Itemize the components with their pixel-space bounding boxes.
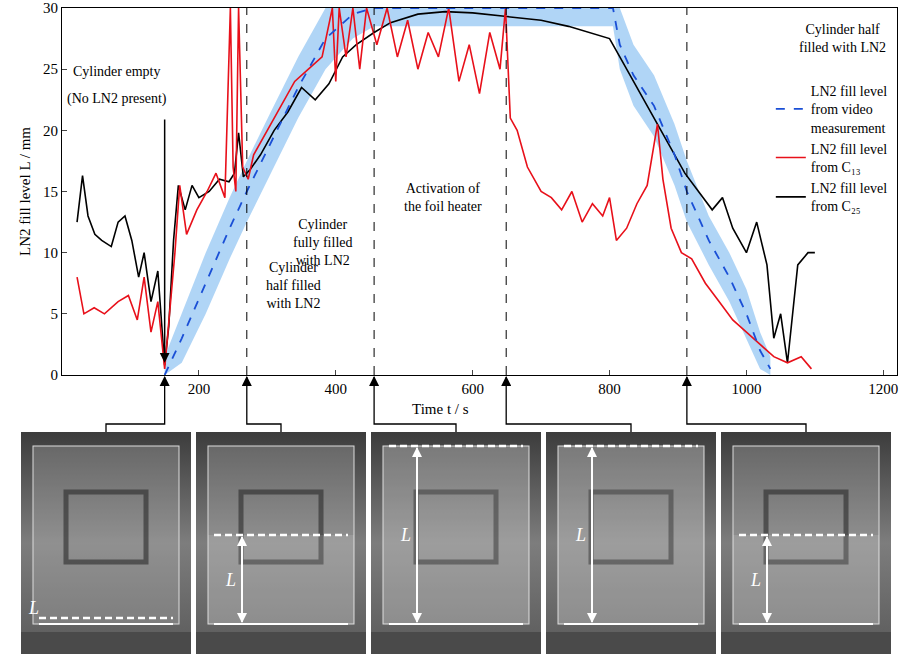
svg-text:Cylinderhalf filledwith LN2: Cylinderhalf filledwith LN2 — [266, 260, 321, 311]
svg-text:200: 200 — [188, 381, 211, 397]
svg-text:600: 600 — [461, 381, 484, 397]
svg-text:Activation ofthe foil heater: Activation ofthe foil heater — [404, 181, 482, 214]
svg-text:Time t / s: Time t / s — [412, 401, 469, 417]
svg-text:0: 0 — [51, 367, 59, 383]
svg-text:LN2 fill levelfrom C₂₅: LN2 fill levelfrom C₂₅ — [811, 181, 887, 214]
svg-text:L: L — [400, 525, 411, 545]
svg-text:1000: 1000 — [731, 381, 761, 397]
svg-text:Cylinder empty: Cylinder empty — [73, 64, 161, 79]
svg-text:L: L — [750, 570, 761, 590]
svg-text:L: L — [28, 598, 39, 618]
svg-text:25: 25 — [43, 61, 58, 77]
svg-text:L: L — [225, 570, 236, 590]
svg-text:10: 10 — [43, 245, 58, 261]
svg-text:LN2 fill levelfrom C₁₃: LN2 fill levelfrom C₁₃ — [811, 142, 887, 175]
svg-text:L: L — [575, 525, 586, 545]
svg-text:30: 30 — [43, 0, 58, 16]
svg-text:1200: 1200 — [868, 381, 898, 397]
svg-text:Cylinderfully filledwith LN2: Cylinderfully filledwith LN2 — [293, 217, 353, 268]
svg-text:400: 400 — [325, 381, 348, 397]
svg-text:800: 800 — [598, 381, 621, 397]
svg-text:(No LN2 present): (No LN2 present) — [67, 91, 167, 107]
svg-text:15: 15 — [43, 184, 58, 200]
svg-text:5: 5 — [51, 306, 59, 322]
svg-text:Cylinder halffilled with LN2: Cylinder halffilled with LN2 — [799, 22, 886, 55]
svg-text:LN2 fill level L / mm: LN2 fill level L / mm — [17, 127, 33, 256]
svg-text:LN2 fill levelfrom videomeasur: LN2 fill levelfrom videomeasurement — [811, 84, 887, 135]
svg-text:20: 20 — [43, 123, 58, 139]
